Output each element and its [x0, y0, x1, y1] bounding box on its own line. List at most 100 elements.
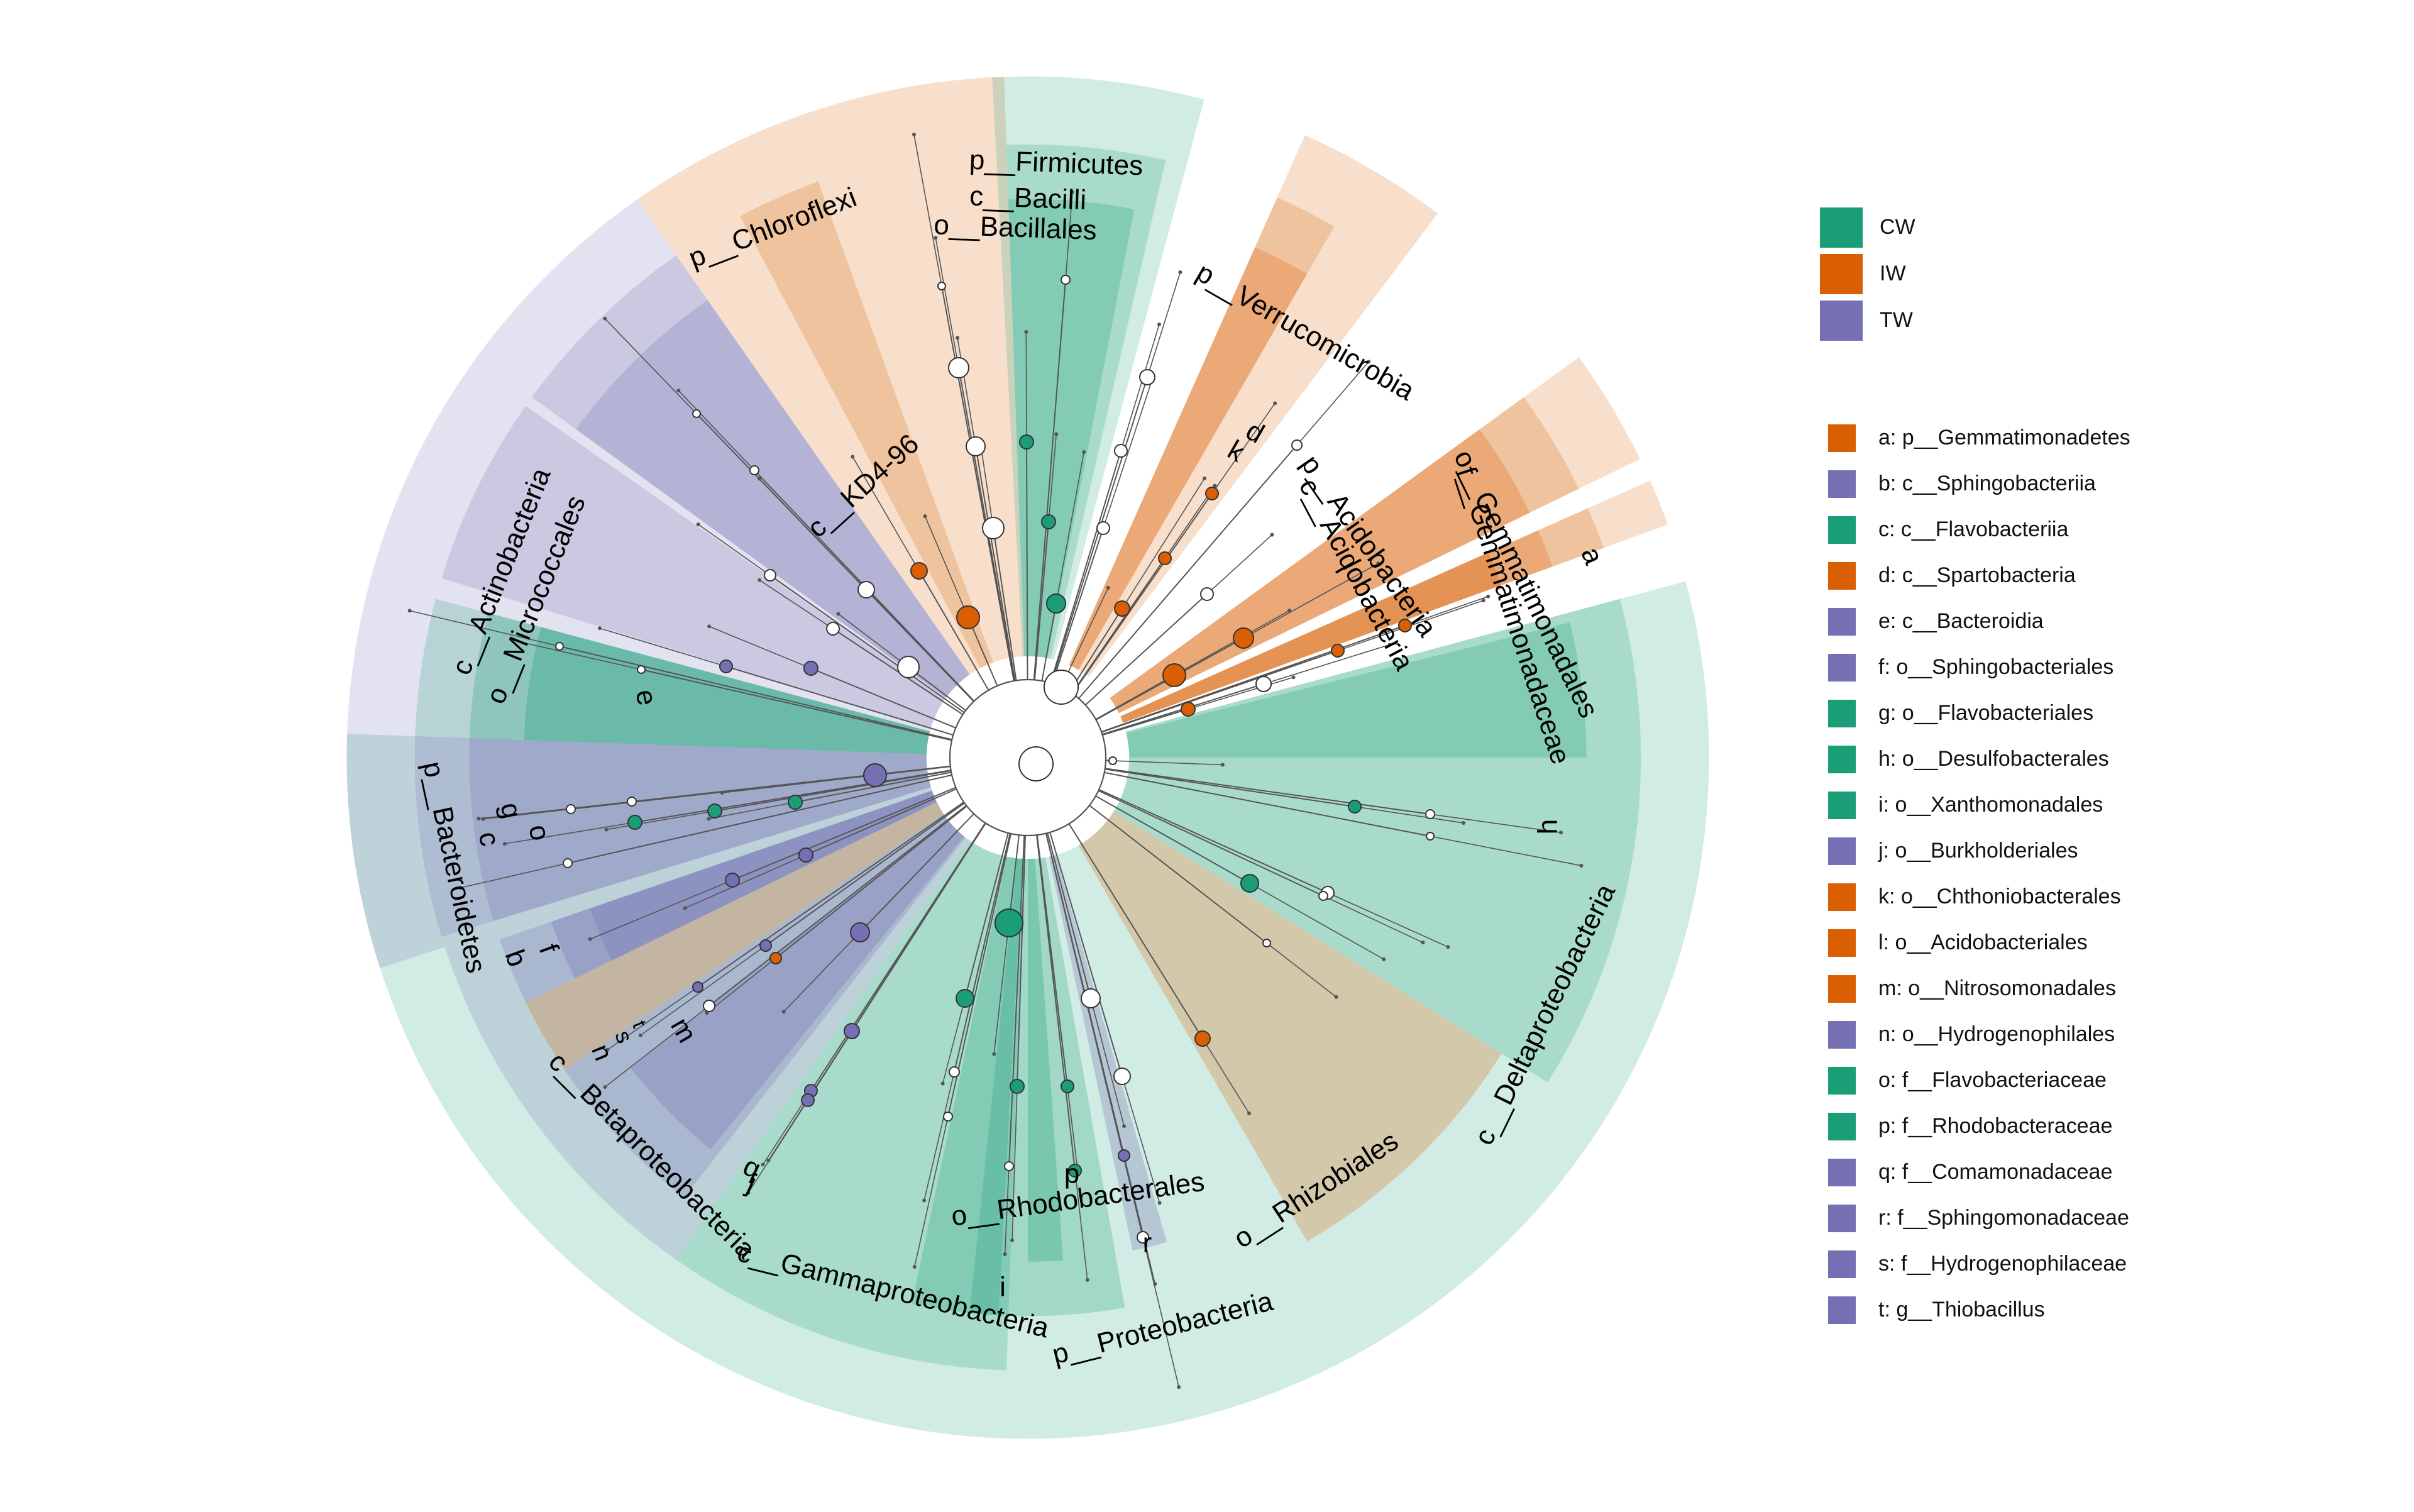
tree-node — [556, 643, 563, 650]
taxa-swatch — [1828, 516, 1856, 544]
leaf-dot — [1003, 1252, 1007, 1256]
leaf-dot — [1486, 595, 1490, 599]
tree-node — [764, 570, 776, 581]
tree-node — [1044, 670, 1078, 704]
taxa-label-h: h: o__Desulfobacterales — [1878, 747, 2109, 771]
leaf-dot — [639, 1034, 642, 1037]
tree-node-cw — [956, 990, 974, 1007]
leaf-dot — [604, 827, 608, 831]
leaf-dot — [1446, 945, 1450, 949]
taxa-swatch — [1828, 883, 1856, 911]
tree-node-cw — [788, 795, 802, 809]
tree-node — [1263, 939, 1270, 947]
leaf-dot — [1335, 995, 1338, 999]
tree-node — [1109, 757, 1116, 764]
taxa-swatch — [1828, 1205, 1856, 1232]
tree-node — [563, 859, 572, 868]
tree-node-iw — [957, 606, 979, 629]
taxa-label-c: c: c__Flavobacteriia — [1878, 517, 2068, 541]
leaf-dot — [1462, 821, 1465, 825]
legend-swatch-iw — [1820, 254, 1863, 294]
tree-node-iw — [911, 563, 927, 579]
taxa-label-l: l: o__Acidobacteriales — [1878, 930, 2088, 954]
tree-node-tw — [760, 940, 771, 951]
tree-node-iw — [1115, 601, 1130, 616]
leaf-dot — [676, 389, 680, 392]
tree-node-cw — [1241, 875, 1259, 892]
tree-node-cw — [628, 815, 642, 829]
taxa-label-m: m: o__Nitrosomonadales — [1878, 976, 2116, 1000]
clade-label-o-bacillales: o__Bacillales — [934, 209, 1098, 246]
leaf-dot — [707, 817, 711, 820]
leaf-dot — [482, 817, 485, 821]
taxa-label-b: b: c__Sphingobacteriia — [1878, 472, 2096, 495]
branch-tip — [1026, 332, 1027, 442]
taxa-label-p: p: f__Rhodobacteraceae — [1878, 1114, 2112, 1138]
tree-node — [898, 656, 919, 678]
taxa-label-a: a: p__Gemmatimonadetes — [1878, 426, 2130, 450]
tree-node-tw — [799, 848, 813, 862]
tree-node-tw — [864, 764, 886, 786]
taxa-label-r: r: f__Sphingomonadaceae — [1878, 1206, 2129, 1230]
leaf-dot — [1221, 763, 1225, 766]
clade-label-p-firmicutes: p__Firmicutes — [969, 145, 1144, 182]
tree-node-tw — [693, 982, 703, 992]
taxa-label-d: d: c__Spartobacteria — [1878, 563, 2076, 587]
tree-node — [1426, 832, 1434, 840]
clade-label-p: p — [1064, 1159, 1079, 1189]
tree-node — [983, 517, 1004, 539]
tree-node-tw — [851, 923, 869, 942]
taxa-swatch — [1828, 654, 1856, 682]
leaf-dot — [1086, 1278, 1089, 1282]
tree-node — [1061, 275, 1070, 284]
taxa-label-o: o: f__Flavobacteriaceae — [1878, 1068, 2107, 1092]
leaf-dot — [603, 317, 607, 321]
tree-node — [1256, 676, 1271, 692]
taxa-swatch — [1828, 929, 1856, 957]
leaf-dot — [1082, 450, 1086, 454]
tree-node-iw — [1181, 702, 1195, 716]
leaf-dot — [1482, 599, 1485, 602]
legend-label-iw: IW — [1880, 262, 1906, 285]
leaf-dot — [683, 906, 687, 910]
leaf-dot — [707, 624, 711, 628]
leaf-dot — [913, 1265, 917, 1269]
taxa-swatch — [1828, 975, 1856, 1003]
leaf-dot — [782, 1010, 786, 1013]
taxa-swatch — [1828, 424, 1856, 452]
taxa-swatch — [1828, 700, 1856, 727]
taxa-label-e: e: c__Bacteroidia — [1878, 609, 2044, 633]
leaf-dot — [1382, 957, 1386, 961]
leaf-dot — [697, 522, 700, 526]
taxa-label-g: g: o__Flavobacteriales — [1878, 701, 2093, 725]
taxa-swatch — [1828, 837, 1856, 865]
leaf-dot — [1203, 477, 1206, 480]
tree-node — [827, 622, 839, 635]
tree-node — [1097, 522, 1110, 534]
leaf-dot — [1247, 1112, 1251, 1115]
tree-node — [1426, 810, 1435, 819]
tree-node-iw — [1206, 487, 1218, 500]
taxa-label-j: j: o__Burkholderiales — [1878, 839, 2078, 863]
branch-tip — [1207, 535, 1272, 594]
clade-label-i: i — [1000, 1272, 1006, 1303]
taxa-swatch — [1828, 792, 1856, 819]
tree-node — [1081, 989, 1100, 1008]
tree-node-tw — [725, 873, 739, 887]
taxa-swatch — [1828, 1250, 1856, 1278]
tree-node — [949, 1067, 959, 1077]
tree-node — [627, 797, 636, 806]
tree-node-iw — [1331, 644, 1344, 657]
taxa-swatch — [1828, 1296, 1856, 1324]
taxa-swatch — [1828, 562, 1856, 590]
tree-node-cw — [1348, 800, 1361, 813]
leaf-dot — [992, 1052, 996, 1056]
tree-node-cw — [708, 804, 722, 818]
taxa-label-k: k: o__Chthoniobacterales — [1878, 885, 2121, 908]
tree-node-cw — [1047, 594, 1066, 613]
tree-node-iw — [770, 952, 781, 964]
taxa-swatch — [1828, 1021, 1856, 1049]
legend-label-tw: TW — [1880, 308, 1913, 332]
